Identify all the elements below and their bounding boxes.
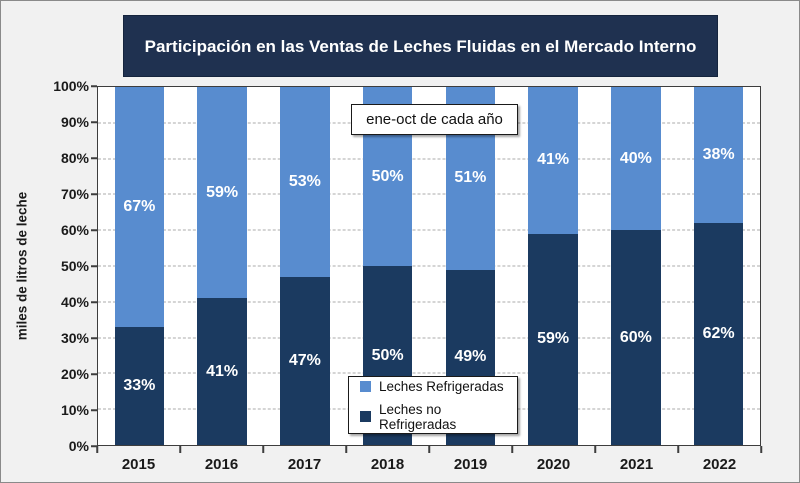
y-axis-tick — [91, 157, 97, 159]
chart-title: Participación en las Ventas de Leches Fl… — [144, 36, 697, 56]
x-axis-label-2018: 2018 — [370, 456, 405, 473]
plot-area: 33% 67% 41% 59% 47% 53% 50% 50% 49% 51% 59% 41% 60% 4… — [97, 86, 761, 446]
y-tick-label: 70% — [60, 186, 89, 202]
bar-segment-refrigeradas — [197, 87, 247, 299]
legend-label-refrigeradas: Leches Refrigeradas — [379, 378, 504, 394]
gridline — [98, 372, 760, 374]
y-tick-label: 30% — [60, 330, 89, 346]
y-axis-tick — [91, 229, 97, 231]
bar-column-2016: 41% 59% — [181, 87, 264, 445]
y-tick-label: 50% — [60, 258, 89, 274]
y-axis-tick — [91, 301, 97, 303]
y-axis-tick — [91, 445, 97, 447]
x-axis-tick — [262, 446, 264, 453]
x-axis-label-2021: 2021 — [619, 456, 654, 473]
x-axis-tick — [428, 446, 430, 453]
annotation-box: ene-oct de cada año — [351, 104, 518, 135]
y-tick-label: 0% — [68, 438, 89, 454]
bar-column-2021: 60% 40% — [595, 87, 678, 445]
bar-segment-no-refrigeradas — [611, 230, 661, 445]
x-axis-tick — [511, 446, 513, 453]
y-axis-title: miles de litros de leche — [14, 191, 30, 341]
y-tick-label: 20% — [60, 366, 89, 382]
y-tick-label: 90% — [60, 114, 89, 130]
y-tick-label: 10% — [60, 402, 89, 418]
annotation-text: ene-oct de cada año — [366, 111, 503, 128]
gridline — [98, 229, 760, 231]
x-axis-label-2016: 2016 — [204, 456, 239, 473]
bar-column-2020: 59% 41% — [512, 87, 595, 445]
x-axis-tick — [677, 446, 679, 453]
legend-swatch-no-refrigeradas-icon — [360, 411, 371, 422]
y-axis-tick — [91, 85, 97, 87]
bar-segment-refrigeradas — [611, 87, 661, 231]
legend-item-no-refrigeradas: Leches no Refrigeradas — [360, 402, 517, 432]
y-tick-label: 40% — [60, 294, 89, 310]
bar-segment-no-refrigeradas — [197, 298, 247, 445]
y-axis-tick — [91, 193, 97, 195]
bar-segment-no-refrigeradas — [280, 276, 330, 445]
bar-segment-no-refrigeradas — [693, 223, 744, 445]
y-axis-tick — [91, 337, 97, 339]
y-axis-tick — [91, 121, 97, 123]
x-axis-tick — [594, 446, 596, 453]
bar-segment-refrigeradas — [693, 87, 744, 224]
x-axis-label-2015: 2015 — [121, 456, 156, 473]
x-axis-tick-marks — [96, 446, 762, 453]
x-axis-label-2019: 2019 — [453, 456, 488, 473]
legend-item-refrigeradas: Leches Refrigeradas — [360, 379, 517, 394]
bar-segment-refrigeradas — [280, 87, 330, 277]
x-axis-label-2020: 2020 — [536, 456, 571, 473]
x-axis-label-2022: 2022 — [702, 456, 737, 473]
bar-column-2015: 33% 67% — [98, 87, 181, 445]
gridline — [98, 193, 760, 195]
bar-segment-refrigeradas — [528, 87, 578, 234]
y-axis-tick — [91, 409, 97, 411]
x-axis-label-2017: 2017 — [287, 456, 322, 473]
bar-segment-refrigeradas — [114, 87, 165, 327]
x-axis-tick — [96, 446, 98, 453]
x-axis-tick — [760, 446, 762, 453]
legend: Leches Refrigeradas Leches no Refrigerad… — [348, 376, 518, 434]
gridline — [98, 301, 760, 303]
x-axis-labels: 2015 2016 2017 2018 2019 2020 2021 2022 — [97, 456, 761, 473]
x-axis-tick — [179, 446, 181, 453]
y-tick-label: 80% — [60, 150, 89, 166]
gridline — [98, 265, 760, 267]
y-axis-tick — [91, 265, 97, 267]
bar-column-2017: 47% 53% — [264, 87, 347, 445]
y-tick-label: 100% — [53, 78, 89, 94]
bar-column-2022: 62% 38% — [677, 87, 760, 445]
x-axis-tick — [345, 446, 347, 453]
y-axis-tick-marks — [91, 85, 97, 447]
chart-title-box: Participación en las Ventas de Leches Fl… — [123, 15, 718, 77]
legend-swatch-refrigeradas-icon — [360, 380, 371, 392]
gridline — [98, 337, 760, 339]
legend-label-no-refrigeradas: Leches no Refrigeradas — [379, 401, 457, 432]
bar-segment-no-refrigeradas — [528, 233, 578, 445]
gridline — [98, 158, 760, 160]
y-axis-tick — [91, 373, 97, 375]
bar-segment-no-refrigeradas — [114, 326, 165, 445]
y-tick-label: 60% — [60, 222, 89, 238]
y-axis-tick-labels: 100% 90% 80% 70% 60% 50% 40% 30% 20% 10% 0% — [29, 78, 89, 454]
